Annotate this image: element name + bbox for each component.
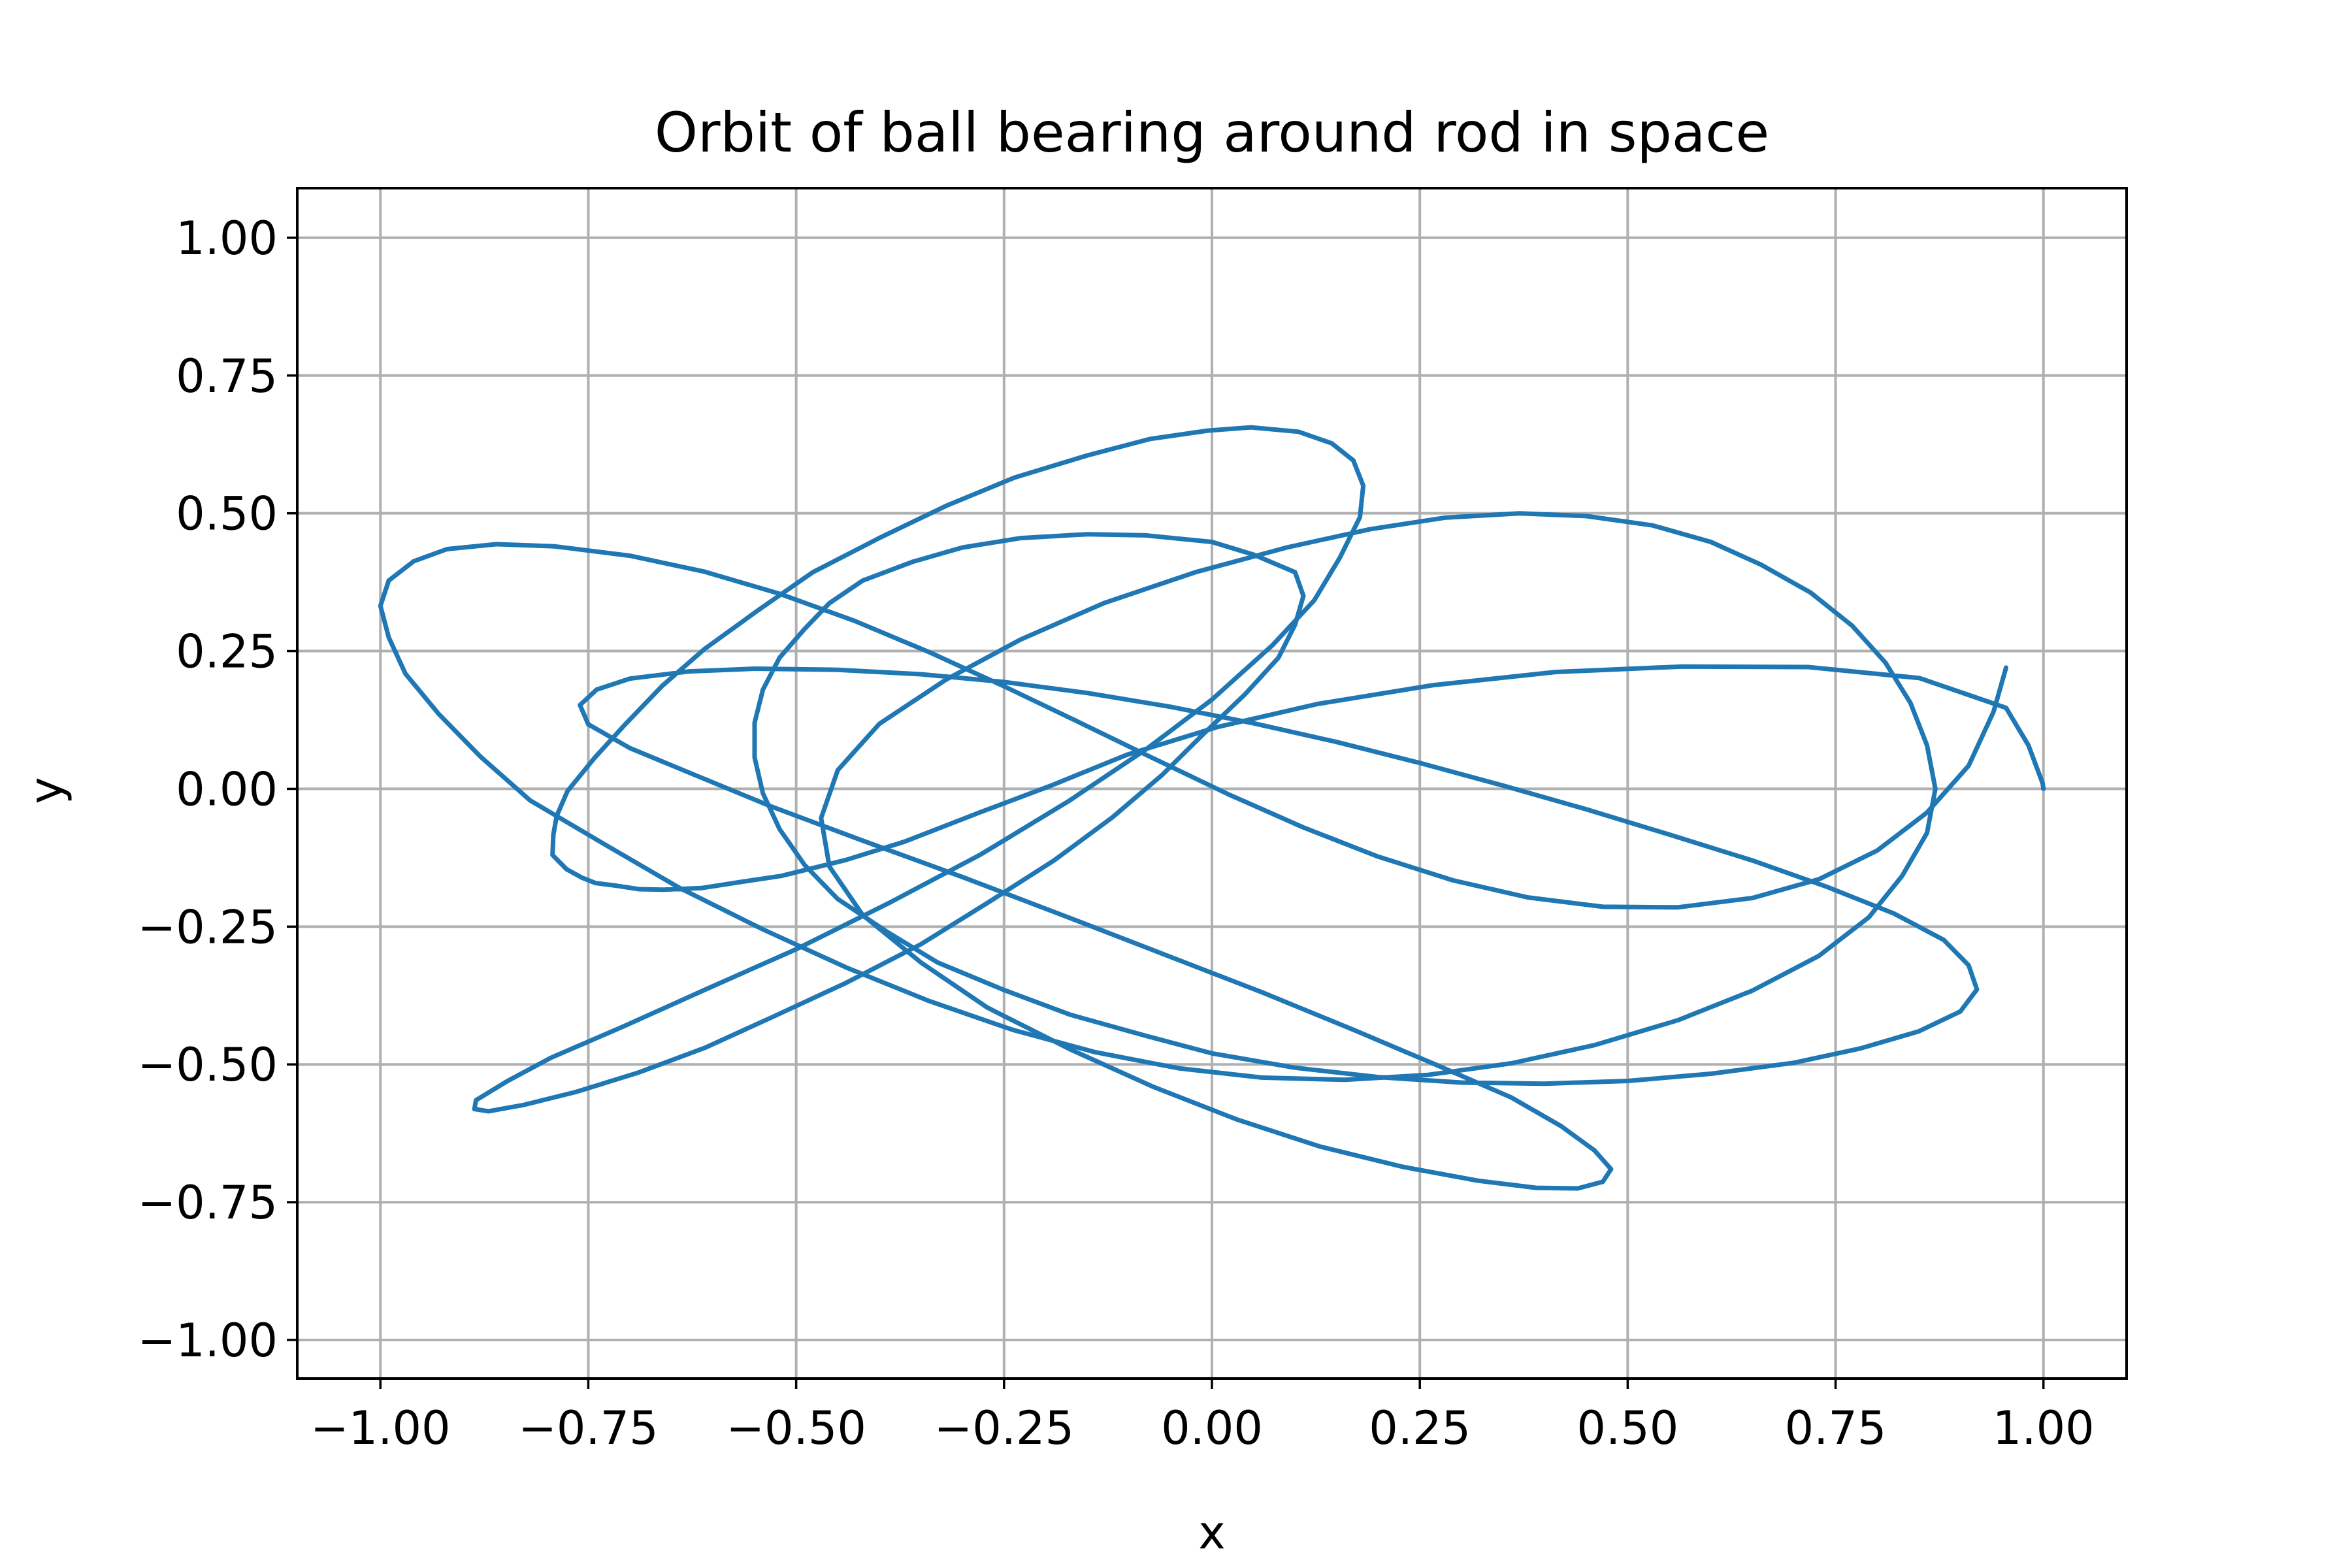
- x-tick-label: 0.25: [1369, 1401, 1471, 1455]
- x-tick-label: 0.75: [1785, 1401, 1887, 1455]
- y-tick-label: −0.50: [137, 1038, 278, 1092]
- y-tick-label: −0.75: [137, 1176, 278, 1230]
- x-tick-label: −0.75: [518, 1401, 659, 1455]
- y-tick-label: 0.75: [176, 350, 278, 403]
- x-tick-label: −1.00: [310, 1401, 451, 1455]
- ticks: −1.00 −0.75 −0.50 −0.25 0.00 0.25 0.50 0.75 1.00…: [137, 212, 2094, 1455]
- y-tick-label: 0.25: [176, 625, 278, 679]
- plot-area: [378, 425, 2046, 1191]
- y-tick-label: 0.50: [176, 487, 278, 541]
- y-tick-label: 1.00: [176, 212, 278, 265]
- orbit-series-line: [378, 425, 2046, 1191]
- x-tick-label: −0.25: [934, 1401, 1075, 1455]
- x-axis-label: x: [1198, 1506, 1225, 1560]
- y-tick-label: 0.00: [176, 762, 278, 816]
- x-tick-label: 1.00: [1993, 1401, 2095, 1455]
- x-tick-label: 0.50: [1576, 1401, 1678, 1455]
- x-tick-label: −0.50: [726, 1401, 866, 1455]
- y-tick-label: −1.00: [137, 1314, 278, 1367]
- x-tick-label: 0.00: [1161, 1401, 1263, 1455]
- y-axis-label: y: [20, 777, 73, 804]
- y-tick-label: −0.25: [137, 900, 278, 954]
- chart-title: Orbit of ball bearing around rod in spac…: [655, 101, 1769, 165]
